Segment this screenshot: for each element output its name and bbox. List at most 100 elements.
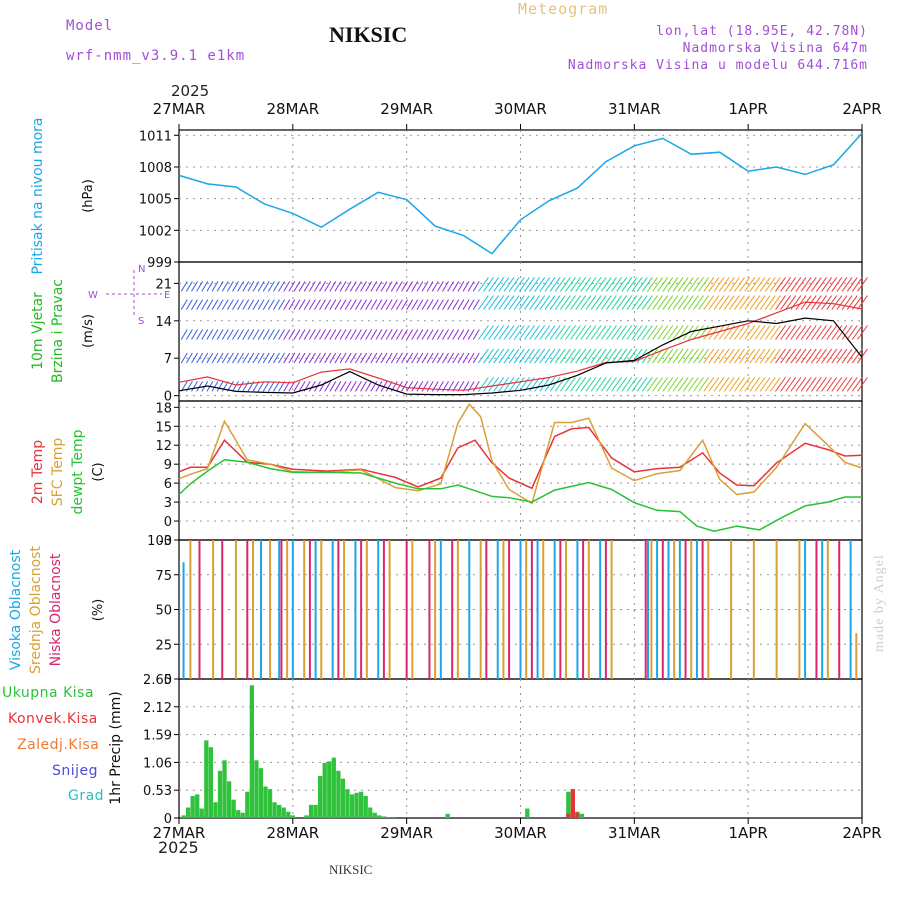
wind-axis-label-2: Brzina i Pravac bbox=[50, 279, 66, 383]
wind-barb bbox=[647, 277, 658, 292]
wind-barb bbox=[611, 295, 622, 310]
wind-barb bbox=[616, 377, 628, 392]
compass-w: W bbox=[88, 290, 98, 301]
wind-barb bbox=[457, 352, 465, 364]
wind-barb bbox=[206, 299, 214, 310]
wind-barb bbox=[575, 277, 587, 292]
wind-barb bbox=[390, 299, 398, 310]
wind-barb bbox=[196, 329, 204, 340]
wind-barb bbox=[462, 281, 470, 292]
wind-barb bbox=[754, 348, 766, 364]
wind-barb bbox=[267, 352, 275, 364]
wind-barb bbox=[565, 325, 576, 340]
precip-bar bbox=[213, 802, 218, 818]
precip-bar bbox=[377, 815, 382, 818]
wind-barb bbox=[411, 329, 419, 340]
wind-barb bbox=[247, 281, 255, 292]
wind-barb bbox=[672, 325, 684, 340]
precip-bar bbox=[249, 685, 254, 818]
ytick-label-cloud-3: 75 bbox=[155, 569, 172, 584]
wind-barb bbox=[805, 325, 817, 340]
wind-barb bbox=[728, 325, 740, 340]
precip-bar bbox=[217, 770, 223, 818]
cloud-bars-0 bbox=[182, 540, 852, 679]
wind-barb bbox=[708, 377, 720, 392]
wind-speed-line bbox=[178, 301, 863, 391]
wind-barb bbox=[262, 299, 270, 310]
wind-barb bbox=[759, 377, 771, 392]
wind-barb bbox=[262, 381, 270, 392]
wind-barb bbox=[534, 295, 546, 310]
wind-barb bbox=[395, 281, 403, 292]
wind-barb bbox=[267, 299, 275, 310]
wind-barb bbox=[790, 348, 802, 364]
wind-barb bbox=[421, 329, 429, 340]
precip-bar bbox=[277, 804, 282, 818]
wind-barb bbox=[498, 325, 510, 340]
wind-barb bbox=[857, 295, 868, 310]
pressure-axis-label: Pritisak na nivou mora bbox=[30, 117, 46, 274]
wind-barb bbox=[713, 348, 725, 364]
wind-barb bbox=[713, 295, 725, 310]
wind-barb bbox=[513, 348, 525, 364]
wind-barb bbox=[565, 295, 576, 310]
wind-barb bbox=[554, 295, 566, 310]
wind-barb bbox=[718, 295, 730, 310]
precip-bar bbox=[304, 815, 309, 818]
wind-barb bbox=[703, 348, 715, 364]
wind-barb bbox=[416, 381, 424, 392]
model-value: wrf-nmm_v3.9.1 e1km bbox=[66, 48, 246, 64]
temp-unit: (C) bbox=[91, 462, 106, 481]
wind-barb bbox=[739, 377, 751, 392]
wind-barb bbox=[339, 281, 347, 292]
wind-barb bbox=[698, 277, 710, 292]
wind-barb bbox=[191, 352, 198, 364]
wind-barb bbox=[339, 299, 347, 310]
wind-barb bbox=[493, 377, 505, 392]
xtick-label-bottom-4: 31MAR bbox=[608, 824, 661, 842]
precip-bar bbox=[190, 795, 195, 818]
wind-barb bbox=[191, 329, 198, 340]
wind-barb bbox=[677, 348, 689, 364]
wind-barb bbox=[734, 295, 745, 310]
wind-barb bbox=[857, 348, 868, 364]
wind-barb bbox=[406, 329, 414, 340]
wind-barb bbox=[585, 377, 597, 392]
wind-barb bbox=[360, 329, 367, 340]
wind-barb bbox=[831, 348, 843, 364]
wind-barb bbox=[298, 381, 306, 392]
wind-barb bbox=[191, 381, 198, 392]
wind-barb bbox=[242, 281, 250, 292]
wind-barb bbox=[590, 295, 602, 310]
wind-barb bbox=[211, 381, 219, 392]
wind-barb bbox=[723, 277, 735, 292]
wind-barb bbox=[744, 295, 756, 310]
wind-barb bbox=[621, 377, 633, 392]
precip-bar bbox=[570, 789, 575, 818]
wind-barb bbox=[406, 352, 414, 364]
temp-axis-label-1: SFC Temp bbox=[50, 438, 66, 507]
wind-barb bbox=[462, 352, 470, 364]
wind-barb bbox=[816, 348, 827, 364]
wind-barb bbox=[713, 377, 725, 392]
wind-barb bbox=[652, 325, 663, 340]
wind-barb bbox=[436, 352, 444, 364]
wind-barb bbox=[483, 277, 494, 292]
precip-bar bbox=[245, 791, 250, 818]
wind-barb bbox=[365, 381, 373, 392]
wind-barb bbox=[314, 281, 321, 292]
wind-barb bbox=[237, 281, 245, 292]
wind-barb bbox=[329, 352, 337, 364]
wind-barb bbox=[826, 348, 838, 364]
wind-barb bbox=[498, 295, 510, 310]
wind-barb bbox=[846, 277, 858, 292]
wind-barb bbox=[549, 325, 561, 340]
wind-barb bbox=[518, 348, 530, 364]
precip-bar bbox=[308, 804, 314, 818]
wind-barb bbox=[836, 348, 848, 364]
wind-barb bbox=[616, 348, 628, 364]
wind-barb bbox=[360, 281, 367, 292]
wind-barb bbox=[488, 325, 500, 340]
wind-barb bbox=[539, 277, 551, 292]
wind-barb bbox=[467, 299, 475, 310]
